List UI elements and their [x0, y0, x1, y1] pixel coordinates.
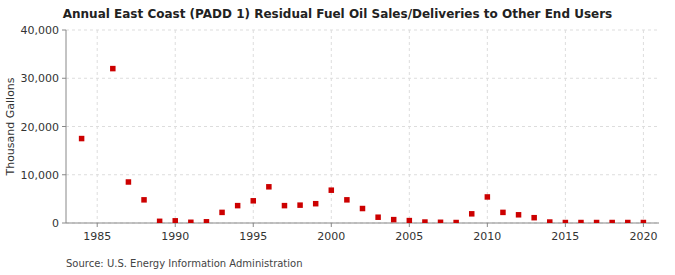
grid-line: [66, 78, 659, 79]
point: [469, 211, 475, 217]
tick-mark: [62, 78, 66, 79]
tick-label: 10,000: [21, 169, 60, 182]
tick-label: 1990: [161, 230, 189, 243]
point: [297, 202, 303, 208]
point: [641, 220, 647, 223]
point: [266, 184, 272, 190]
point: [313, 201, 319, 207]
tick-label: 2015: [551, 230, 579, 243]
tick-label: 2000: [317, 230, 345, 243]
point: [360, 206, 366, 212]
grid-line: [565, 30, 566, 223]
grid-line: [643, 30, 644, 223]
tick-mark: [62, 30, 66, 31]
grid-line: [409, 30, 410, 223]
point: [375, 214, 381, 220]
tick-mark: [487, 223, 488, 227]
point: [344, 197, 350, 203]
tick-mark: [565, 223, 566, 227]
point: [251, 198, 257, 204]
point: [172, 218, 178, 223]
tick-label: 40,000: [21, 24, 60, 37]
tick-mark: [643, 223, 644, 227]
tick-mark: [97, 223, 98, 227]
tick-mark: [62, 126, 66, 127]
x-axis-line: [66, 223, 659, 224]
grid-line: [66, 126, 659, 127]
point: [563, 220, 569, 223]
grid-line: [97, 30, 98, 223]
point: [329, 187, 335, 193]
tick-label: 0: [52, 217, 59, 230]
point: [141, 197, 147, 203]
point: [500, 210, 506, 216]
tick-label: 2020: [629, 230, 657, 243]
tick-label: 1995: [239, 230, 267, 243]
chart: 0 10,000 20,000 30,000 40,000 1985 1990 1995 200…: [0, 0, 675, 275]
grid: [66, 30, 659, 223]
grid-line: [66, 174, 659, 175]
point: [79, 136, 85, 142]
axes: 0 10,000 20,000 30,000 40,000 1985 1990 1995 200…: [21, 24, 660, 243]
tick-label: 30,000: [21, 72, 60, 85]
points: [79, 66, 646, 223]
point: [391, 217, 397, 223]
title: Annual East Coast (PADD 1) Residual Fuel…: [63, 7, 613, 21]
point: [422, 219, 428, 223]
point: [609, 220, 615, 223]
point: [407, 218, 413, 223]
grid-line: [66, 30, 659, 31]
tick-mark: [253, 223, 254, 227]
point: [625, 220, 631, 223]
point: [282, 203, 288, 209]
tick-mark: [62, 174, 66, 175]
point: [235, 203, 241, 209]
point: [438, 220, 444, 223]
tick-label: 2010: [473, 230, 501, 243]
tick-label: 2005: [395, 230, 423, 243]
tick-mark: [62, 223, 66, 224]
y-axis-label: Thousand Gallons: [4, 77, 17, 176]
point: [547, 219, 553, 223]
grid-line: [175, 30, 176, 223]
point: [531, 215, 537, 221]
point: [594, 220, 600, 223]
point: [204, 219, 210, 223]
point: [188, 220, 194, 223]
point: [157, 219, 163, 223]
tick-label: 1985: [83, 230, 111, 243]
grid-line: [487, 30, 488, 223]
point: [485, 194, 491, 200]
tick-mark: [331, 223, 332, 227]
point: [110, 66, 116, 72]
point: [126, 179, 132, 185]
tick-mark: [409, 223, 410, 227]
source-note: Source: U.S. Energy Information Administ…: [66, 258, 303, 269]
grid-line: [66, 223, 659, 224]
y-axis-line: [66, 30, 67, 223]
grid-line: [253, 30, 254, 223]
point: [453, 220, 459, 223]
grid-line: [331, 30, 332, 223]
tick-label: 20,000: [21, 121, 60, 134]
point: [516, 212, 522, 218]
point: [578, 220, 584, 223]
point: [219, 210, 225, 216]
tick-mark: [175, 223, 176, 227]
